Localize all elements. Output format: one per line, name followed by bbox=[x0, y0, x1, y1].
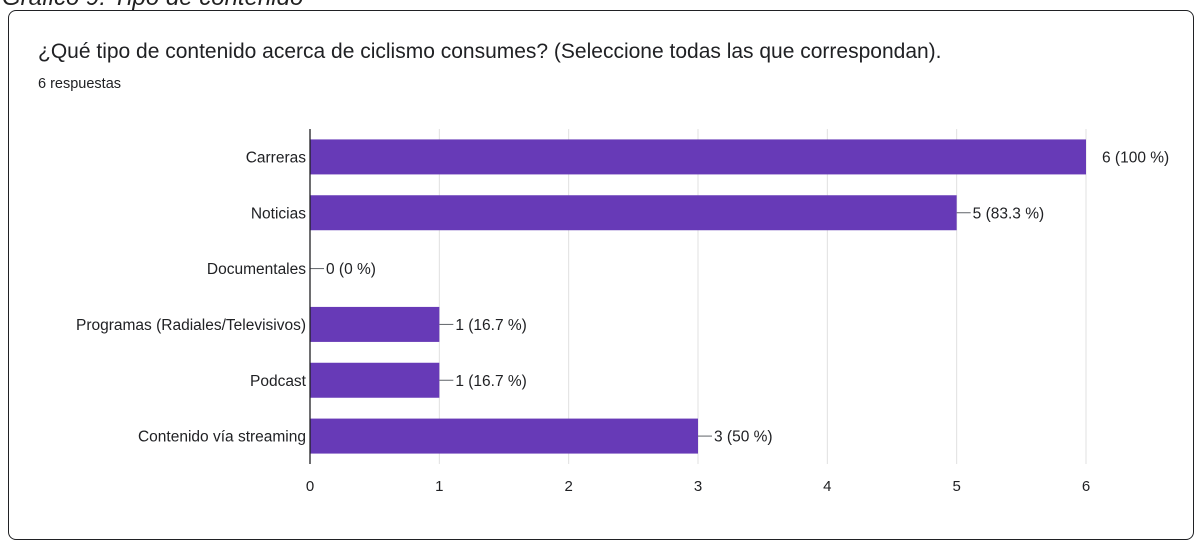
category-label: Contenido vía streaming bbox=[138, 429, 306, 446]
bar-4 bbox=[310, 362, 440, 398]
x-tick-label: 3 bbox=[694, 478, 702, 495]
question-title: ¿Qué tipo de contenido acerca de ciclism… bbox=[38, 40, 942, 63]
category-label: Programas (Radiales/Televisivos) bbox=[76, 317, 306, 334]
category-label: Noticias bbox=[251, 205, 306, 222]
data-label: 6 (100 %) bbox=[1102, 149, 1169, 166]
axes bbox=[309, 129, 971, 464]
bars bbox=[310, 139, 1086, 454]
response-count: 6 respuestas bbox=[38, 76, 122, 92]
data-label: 1 (16.7 %) bbox=[455, 317, 527, 334]
x-tick-label: 2 bbox=[564, 478, 572, 495]
x-tick-label: 5 bbox=[952, 478, 960, 495]
data-label: 1 (16.7 %) bbox=[455, 373, 527, 390]
x-tick-label: 0 bbox=[306, 478, 314, 495]
gridlines bbox=[438, 129, 1087, 464]
labels: 0 1 2 3 4 5 6 Carreras 6 (100 %) Noticias 5 (83.3 … bbox=[76, 149, 1169, 495]
x-tick-label: 1 bbox=[435, 478, 443, 495]
bar-5 bbox=[310, 418, 698, 454]
category-label: Carreras bbox=[246, 149, 307, 166]
bar-chart: 0 1 2 3 4 5 6 Carreras 6 (100 %) Noticias 5 (83.3 … bbox=[76, 129, 1169, 495]
bar-0 bbox=[310, 139, 1086, 175]
category-label: Documentales bbox=[207, 261, 306, 278]
x-tick-label: 6 bbox=[1082, 478, 1090, 495]
bar-3 bbox=[310, 306, 440, 342]
data-label: 3 (50 %) bbox=[714, 429, 773, 446]
category-label: Podcast bbox=[250, 373, 307, 390]
data-label: 5 (83.3 %) bbox=[973, 205, 1045, 222]
x-tick-label: 4 bbox=[823, 478, 831, 495]
figure-caption: Gráfico 9: Tipo de contenido bbox=[2, 0, 303, 12]
bar-1 bbox=[310, 195, 957, 231]
data-label: 0 (0 %) bbox=[326, 261, 376, 278]
